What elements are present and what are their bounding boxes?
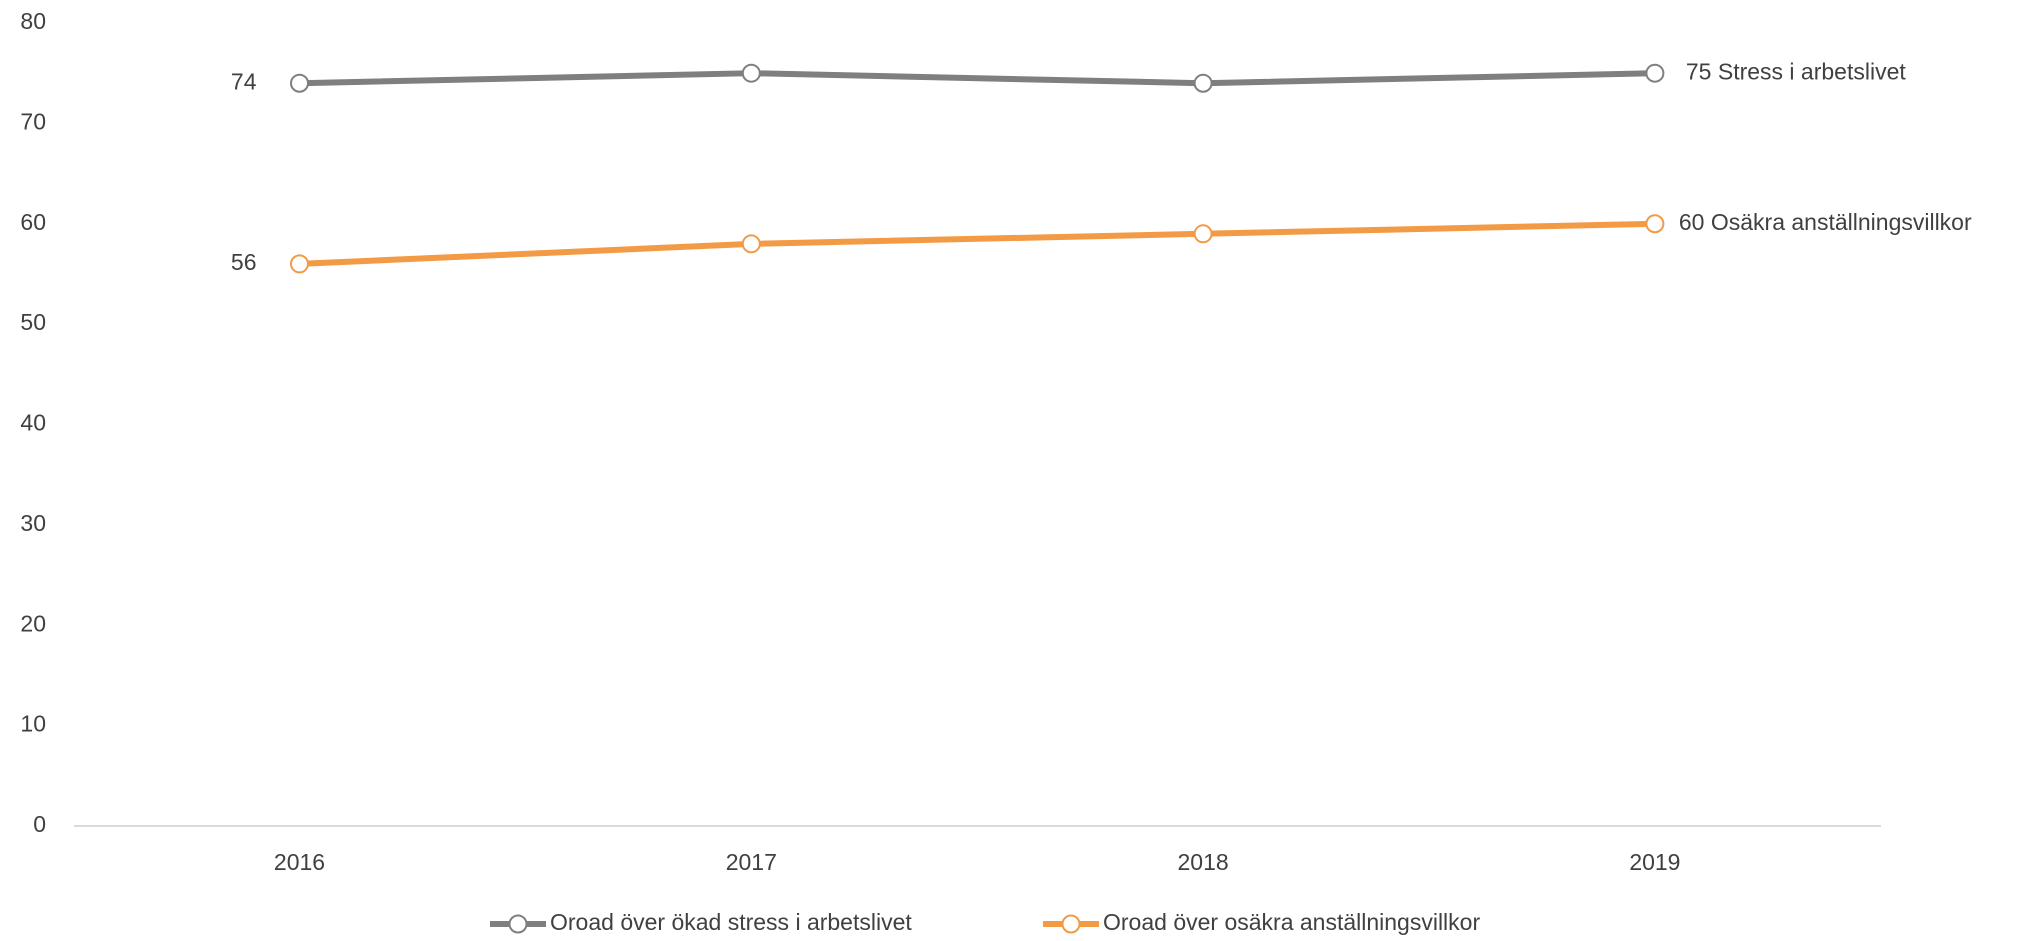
series-line xyxy=(299,70,1655,87)
point-marker xyxy=(290,254,309,274)
data-label: 74 xyxy=(231,68,257,94)
legend-marker xyxy=(1061,914,1081,934)
y-tick-label: 0 xyxy=(33,811,46,837)
x-tick-label: 2017 xyxy=(726,849,777,875)
y-tick-label: 40 xyxy=(20,410,46,436)
y-tick-label: 30 xyxy=(20,510,46,536)
y-tick-label: 60 xyxy=(20,209,46,235)
series-line xyxy=(299,220,1655,267)
x-tick-label: 2018 xyxy=(1178,849,1229,875)
point-marker xyxy=(741,234,761,254)
point-marker xyxy=(1193,73,1213,93)
point-marker xyxy=(290,73,309,93)
y-tick-label: 20 xyxy=(20,610,46,636)
y-tick-label: 70 xyxy=(20,108,46,134)
point-marker xyxy=(1645,214,1665,234)
point-marker xyxy=(741,63,761,83)
x-tick-label: 2019 xyxy=(1629,849,1680,875)
y-tick-label: 50 xyxy=(20,309,46,335)
point-marker xyxy=(1193,224,1213,244)
y-tick-label: 10 xyxy=(20,711,46,737)
legend-label: Oroad över osäkra anställningsvillkor xyxy=(1103,909,1480,935)
legend-marker xyxy=(508,914,528,934)
point-marker xyxy=(1645,63,1665,83)
x-tick-label: 2016 xyxy=(274,849,325,875)
y-tick-label: 80 xyxy=(20,8,46,34)
data-label: 60 Osäkra anställningsvillkor xyxy=(1679,209,1972,235)
data-label: 56 xyxy=(231,249,257,275)
legend-label: Oroad över ökad stress i arbetslivet xyxy=(550,909,912,935)
data-label: 75 Stress i arbetslivet xyxy=(1686,58,1906,84)
